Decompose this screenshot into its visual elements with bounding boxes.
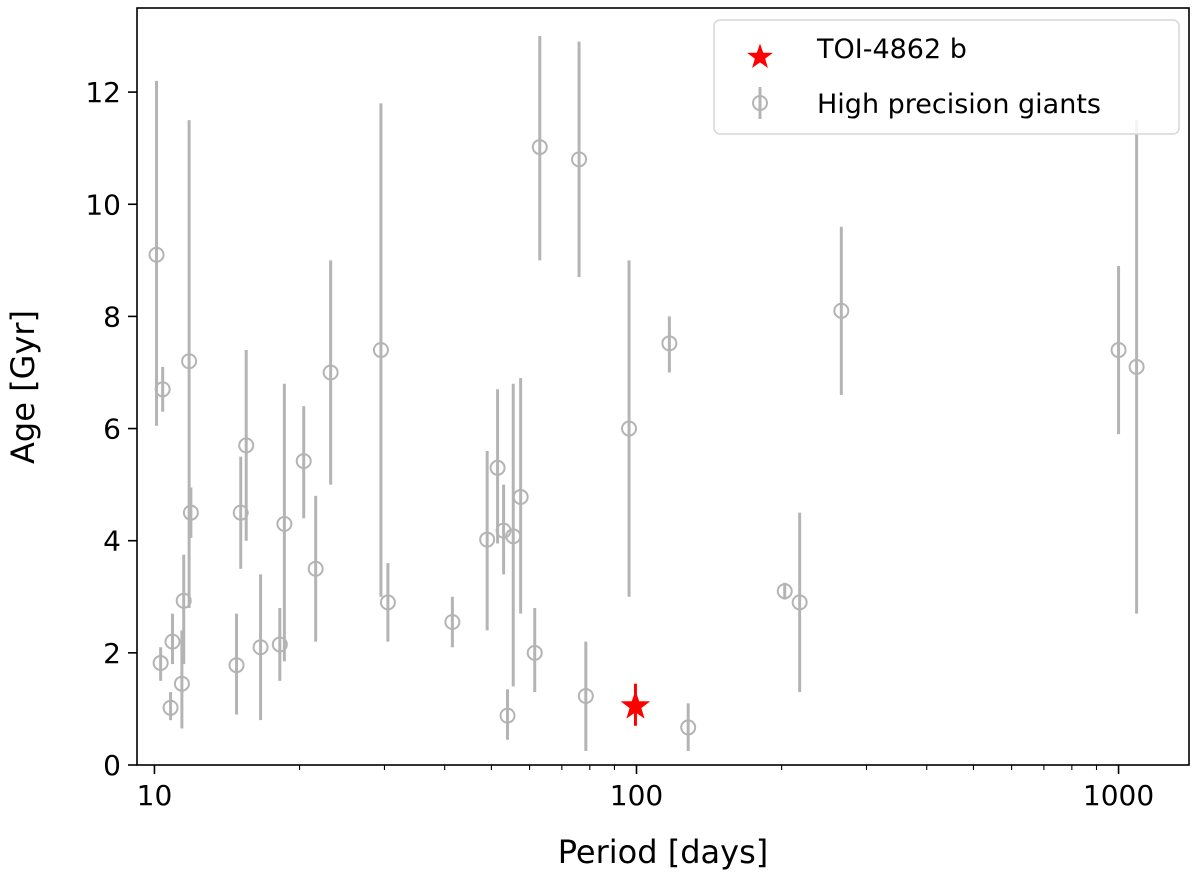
giant-point xyxy=(182,504,199,521)
x-ticks: 10 100 1000 xyxy=(137,765,1154,812)
axes xyxy=(136,7,1190,766)
giant-point xyxy=(228,657,245,674)
giant-point xyxy=(531,139,548,156)
star-icon xyxy=(747,43,773,68)
marker-layer xyxy=(148,139,1145,736)
x-tick-label: 10 xyxy=(137,779,173,812)
giant-point xyxy=(271,636,288,653)
giant-point xyxy=(162,699,179,716)
errorbar-layer xyxy=(155,36,1139,751)
giant-point xyxy=(577,688,594,705)
giant-point xyxy=(505,528,522,545)
giant-point xyxy=(791,594,808,611)
x-tick-label: 100 xyxy=(610,779,663,812)
toi-star-point xyxy=(620,690,651,719)
legend-box xyxy=(713,19,1180,135)
giant-point xyxy=(526,644,543,661)
giant-point xyxy=(238,437,255,454)
y-tick-label: 4 xyxy=(103,525,121,558)
legend-circle-marker xyxy=(752,95,768,111)
giant-point xyxy=(175,592,192,609)
giant-point xyxy=(512,488,529,505)
giant-point xyxy=(621,420,638,437)
giant-point xyxy=(1128,358,1145,375)
giant-point xyxy=(154,381,171,398)
giant-point xyxy=(307,560,324,577)
giant-point xyxy=(1110,342,1127,359)
giant-point xyxy=(444,614,461,631)
giant-point xyxy=(276,515,293,532)
legend: TOI-4862 b High precision giants xyxy=(713,19,1180,135)
giant-point xyxy=(833,302,850,319)
giant-point xyxy=(252,639,269,656)
giant-point xyxy=(776,583,793,600)
giant-point xyxy=(571,151,588,168)
giant-point xyxy=(152,654,169,671)
giant-point xyxy=(232,504,249,521)
y-tick-label: 2 xyxy=(103,637,121,670)
giant-point xyxy=(148,246,165,263)
x-axis-label: Period [days] xyxy=(558,833,768,871)
legend-label-giants: High precision giants xyxy=(817,89,1101,120)
legend-label-toi: TOI-4862 b xyxy=(816,34,967,65)
legend-star-marker xyxy=(747,43,773,68)
giant-point xyxy=(372,342,389,359)
giant-point xyxy=(379,594,396,611)
giant-point xyxy=(661,335,678,352)
axes-frame xyxy=(136,7,1190,766)
y-tick-label: 0 xyxy=(103,749,121,782)
giant-point xyxy=(499,707,516,724)
y-tick-label: 12 xyxy=(85,76,121,109)
y-tick-label: 6 xyxy=(103,413,121,446)
giant-point xyxy=(295,453,312,470)
giant-point xyxy=(680,719,697,736)
giant-point xyxy=(181,353,198,370)
giant-point xyxy=(489,459,506,476)
y-tick-label: 8 xyxy=(103,300,121,333)
x-tick-label: 1000 xyxy=(1083,779,1154,812)
y-axis-label: Age [Gyr] xyxy=(4,310,42,464)
giant-point xyxy=(322,364,339,381)
giant-point xyxy=(173,675,190,692)
y-ticks: 0 2 4 6 8 10 12 xyxy=(85,76,137,782)
giant-point xyxy=(164,633,181,650)
y-tick-label: 10 xyxy=(85,188,121,221)
giant-point xyxy=(479,531,496,548)
